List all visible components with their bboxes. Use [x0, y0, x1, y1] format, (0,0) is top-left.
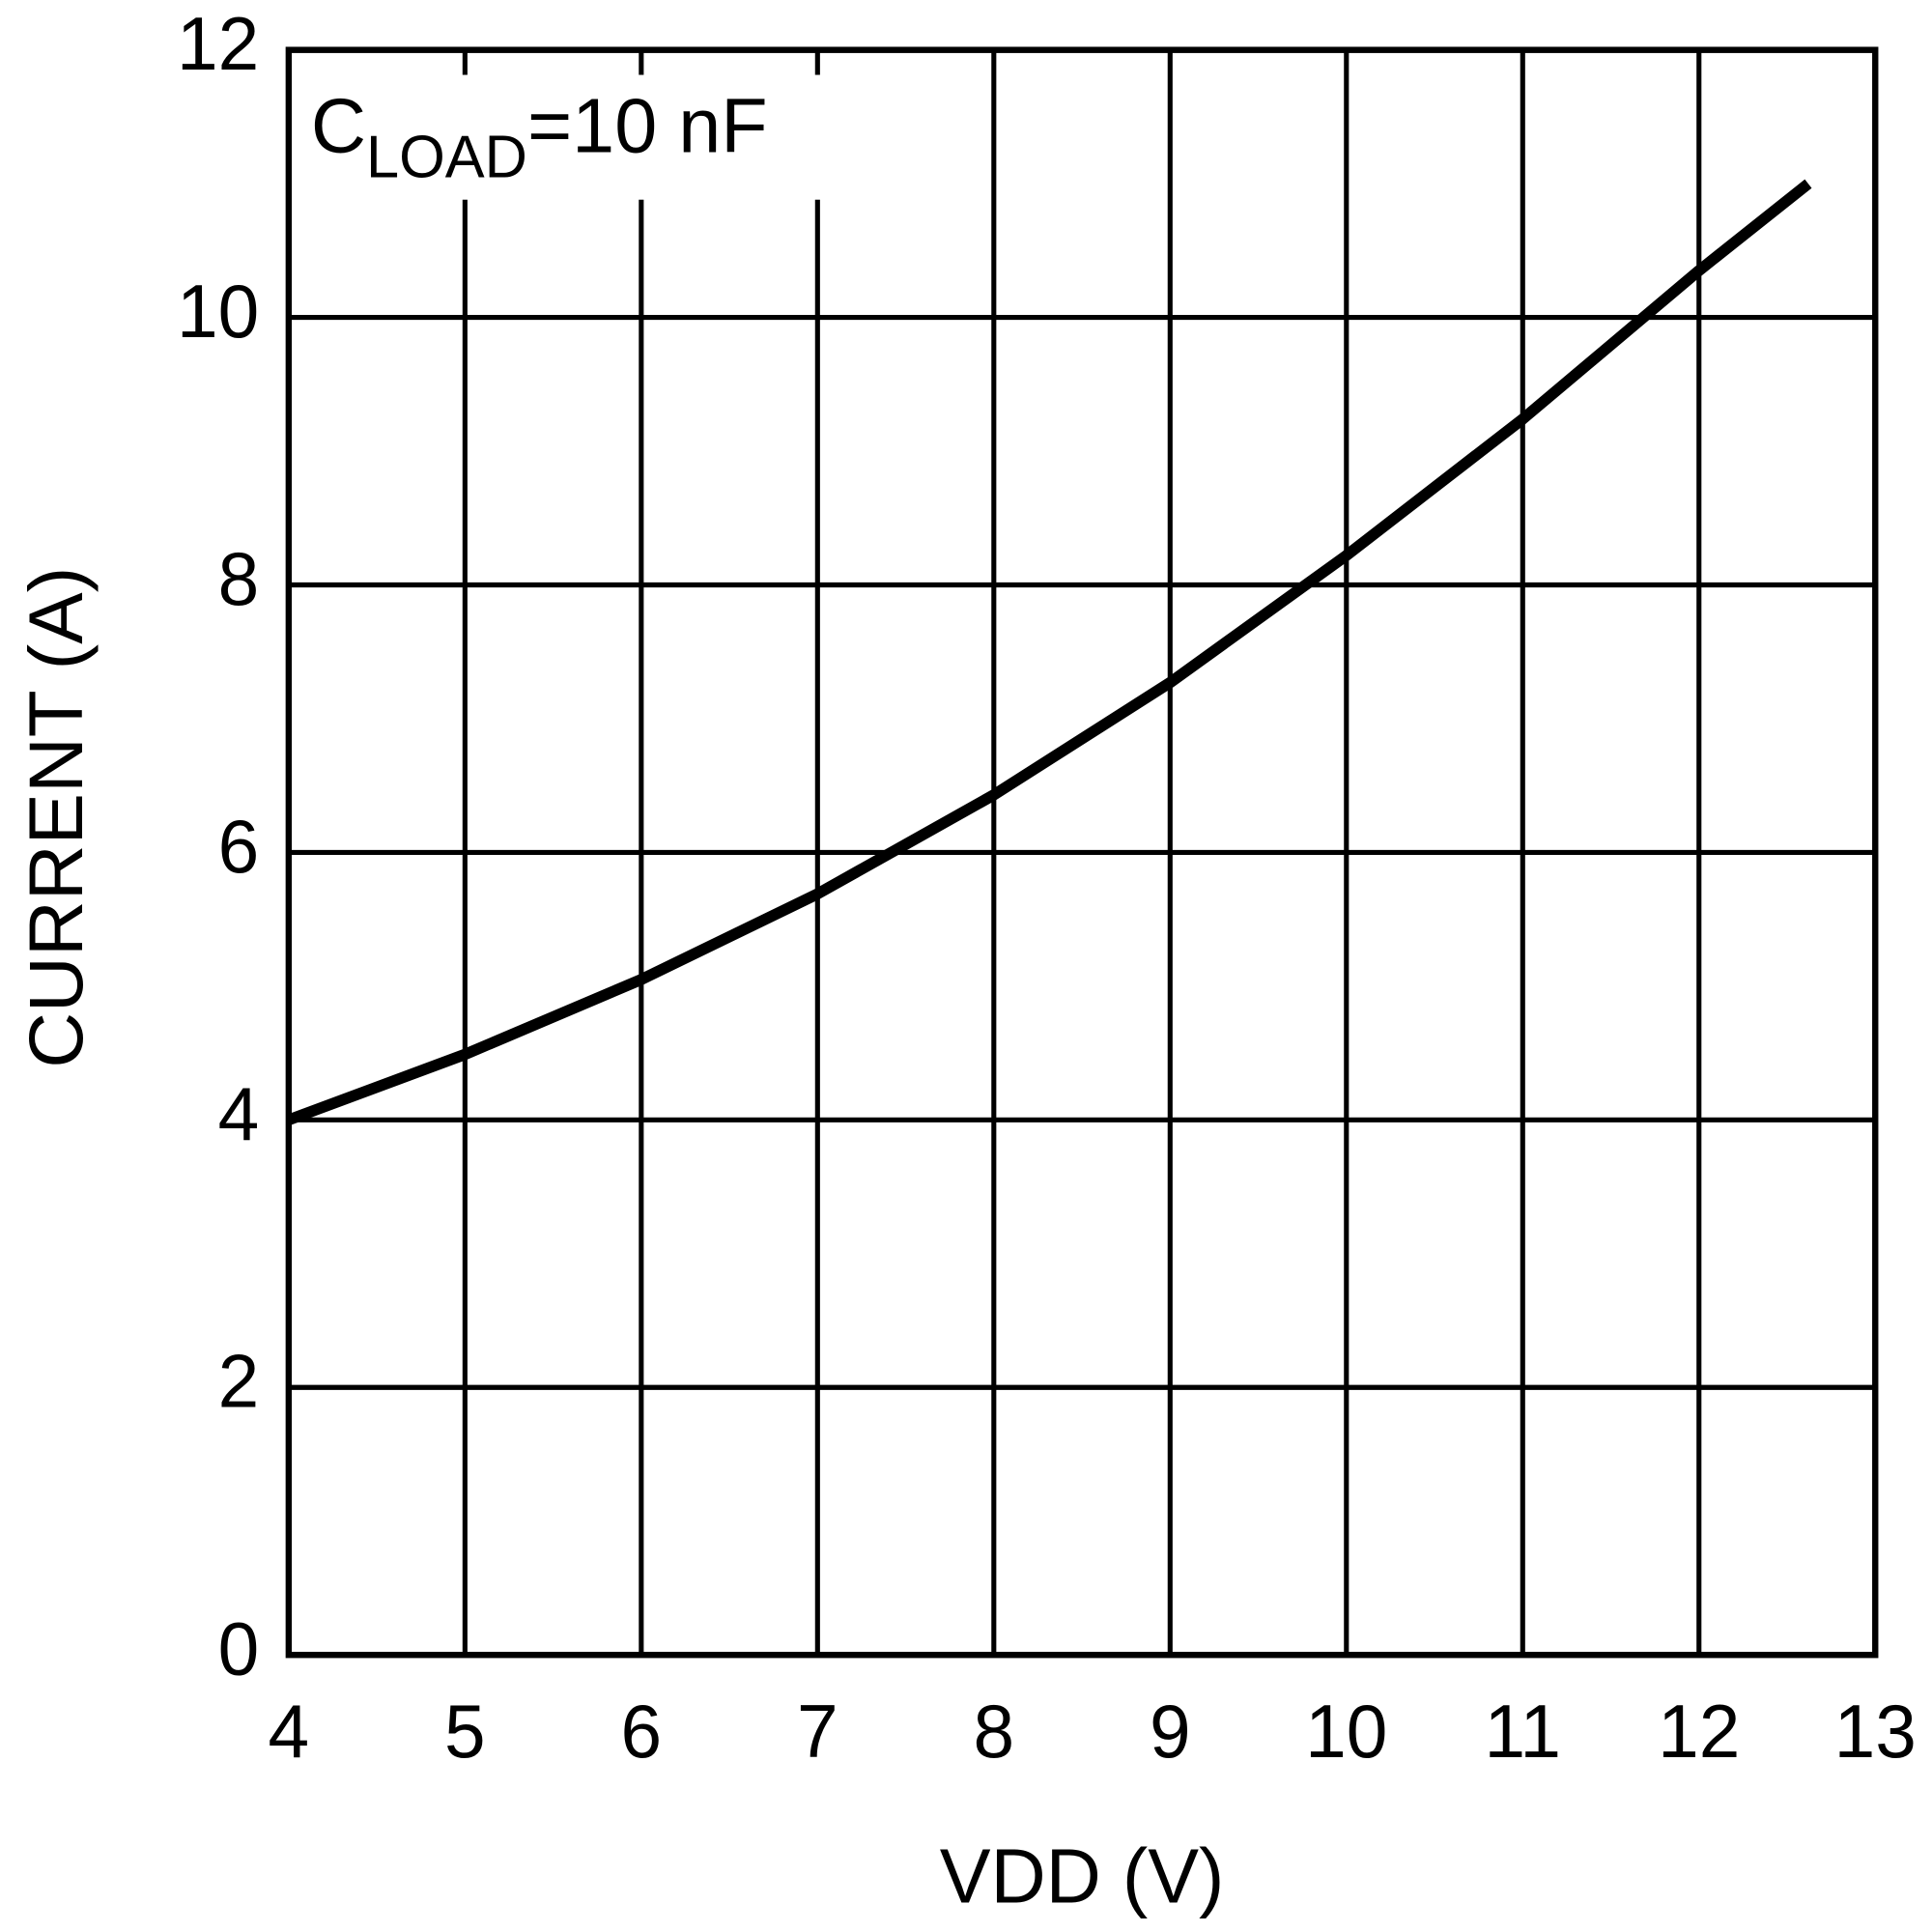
x-tick-label: 4 [269, 1690, 310, 1774]
y-tick-label: 12 [177, 3, 259, 86]
y-axis-label: CURRENT (A) [13, 567, 98, 1068]
y-tick-label: 2 [218, 1340, 260, 1423]
x-tick-label: 8 [974, 1690, 1015, 1774]
plot-frame [285, 46, 1879, 1659]
annotation: CLOAD=10 nF [311, 82, 768, 190]
x-tick-label: 11 [1485, 1690, 1562, 1774]
annotation-subscript: LOAD [366, 124, 527, 190]
annotation-main: C [311, 82, 366, 169]
x-tick-label: 5 [444, 1690, 486, 1774]
x-tick-label: 10 [1305, 1690, 1387, 1774]
y-tick-label: 6 [218, 806, 260, 889]
y-tick-label: 4 [218, 1072, 260, 1155]
x-tick-label: 7 [797, 1690, 838, 1774]
data-line [286, 179, 1812, 1125]
x-tick-label: 9 [1150, 1690, 1191, 1774]
x-tick-label: 12 [1658, 1690, 1740, 1774]
annotation-background [301, 74, 845, 200]
y-tick-label: 8 [218, 538, 260, 621]
x-tick-label: 13 [1834, 1690, 1917, 1774]
x-tick-label: 6 [621, 1690, 663, 1774]
y-tick-label: 10 [177, 270, 259, 354]
x-axis-label: VDD (V) [940, 1833, 1225, 1919]
y-tick-label: 0 [218, 1607, 260, 1690]
annotation-rest: =10 nF [527, 82, 768, 169]
